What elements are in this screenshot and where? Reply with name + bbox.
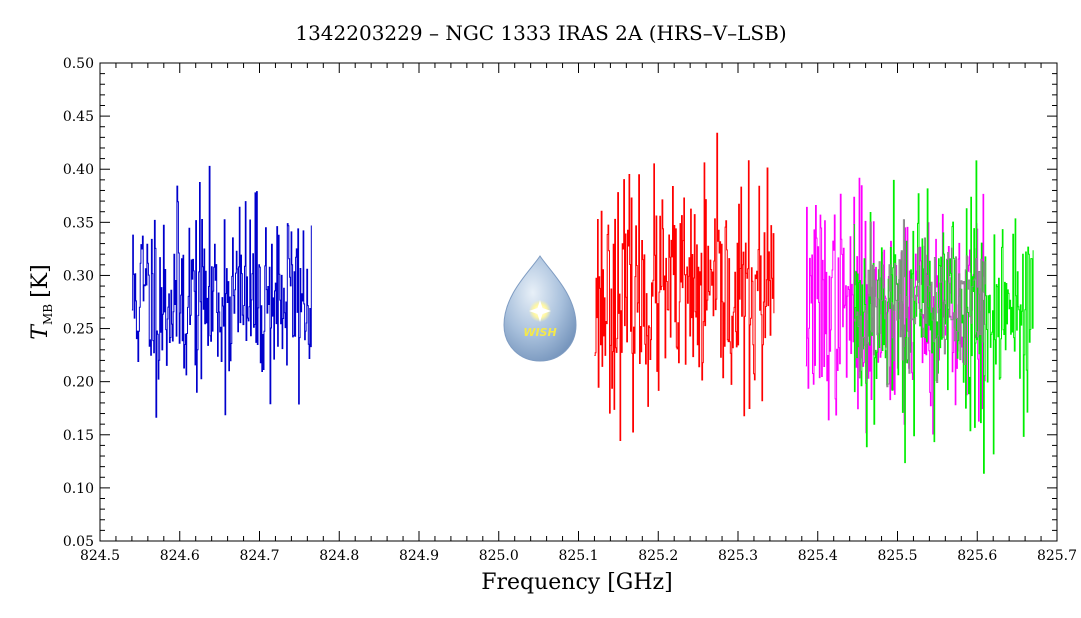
y-tick-label: 0.05 <box>63 534 94 550</box>
x-tick-label: 825.0 <box>479 548 519 564</box>
logo-text: WISH <box>523 326 556 339</box>
x-tick-label: 825.1 <box>558 548 598 564</box>
x-tick-label: 824.5 <box>80 548 120 564</box>
x-tick-label: 825.5 <box>877 548 917 564</box>
star-icon <box>529 300 551 322</box>
chart-title: 1342203229 – NGC 1333 IRAS 2A (HRS–V–LSB… <box>295 21 786 45</box>
y-axis-label-sub: MB <box>41 304 55 325</box>
svg-text:TMB[K]: TMB [K] <box>28 264 55 339</box>
y-axis-label-unit: [K] <box>28 264 53 298</box>
y-tick-label: 0.45 <box>63 109 94 125</box>
y-axis-label-main: T <box>28 323 53 340</box>
y-tick-label: 0.15 <box>63 428 94 444</box>
spectrum-series-0 <box>131 165 312 418</box>
x-tick-label: 825.6 <box>957 548 997 564</box>
x-axis-label: Frequency [GHz] <box>481 570 673 595</box>
y-tick-label: 0.50 <box>63 56 94 72</box>
y-tick-label: 0.40 <box>63 162 94 178</box>
y-tick-label: 0.25 <box>63 322 94 338</box>
series-layer <box>131 132 1034 474</box>
wish-logo: WISH <box>503 255 577 362</box>
x-tick-label: 824.9 <box>399 548 439 564</box>
y-tick-label: 0.30 <box>63 268 94 284</box>
y-tick-label: 0.10 <box>63 481 94 497</box>
x-tick-label: 825.7 <box>1037 548 1077 564</box>
x-tick-label: 824.8 <box>319 548 359 564</box>
x-tick-label: 824.7 <box>239 548 279 564</box>
spectrum-series-3 <box>853 160 1034 474</box>
y-tick-label: 0.35 <box>63 215 94 231</box>
ticks-layer <box>99 62 1058 542</box>
spectrum-series-1 <box>594 132 775 441</box>
spectrum-series-4 <box>853 219 986 388</box>
y-tick-labels: 0.05 0.10 0.15 0.20 0.25 0.30 0.35 0.40 0.45 0.50 <box>63 56 94 550</box>
x-tick-labels: 824.5 824.6 824.7 824.8 824.9 825.0 825.1 825.2… <box>80 548 1077 564</box>
y-axis-label: TMB [K] <box>28 264 55 339</box>
x-tick-label: 825.2 <box>638 548 678 564</box>
x-tick-label: 825.4 <box>798 548 838 564</box>
y-tick-label: 0.20 <box>63 375 94 391</box>
x-tick-label: 825.3 <box>718 548 758 564</box>
x-tick-label: 824.6 <box>160 548 200 564</box>
